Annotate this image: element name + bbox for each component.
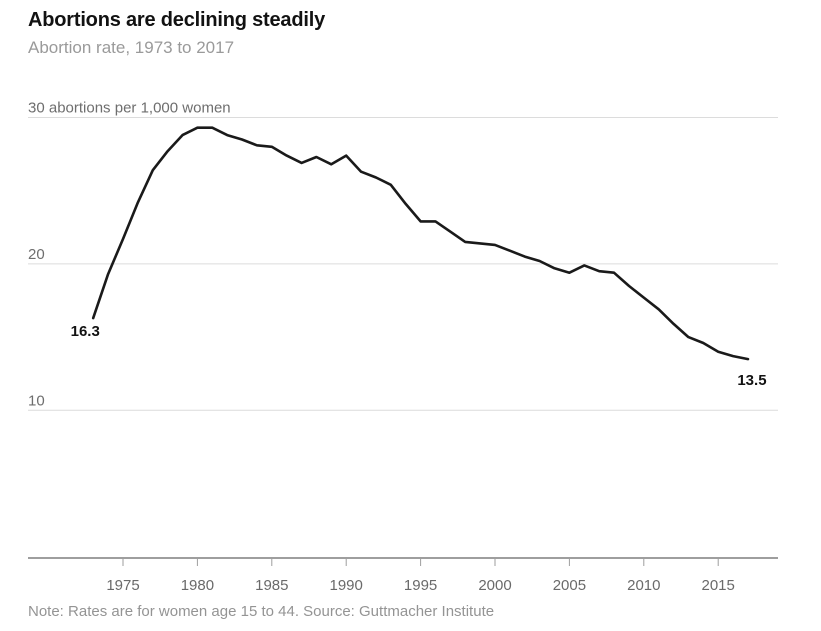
x-tick-label: 1980 (181, 577, 214, 594)
x-tick-label: 2005 (553, 577, 586, 594)
x-tick-label: 2010 (627, 577, 660, 594)
gridline-label: 30 abortions per 1,000 women (28, 100, 231, 117)
last-point-label: 13.5 (737, 372, 766, 389)
x-tick-label: 1990 (330, 577, 363, 594)
first-point-label: 16.3 (71, 323, 100, 340)
gridline-label: 20 (28, 246, 45, 263)
chart-title: Abortions are declining steadily (28, 9, 325, 31)
x-tick-label: 2015 (702, 577, 735, 594)
x-tick-label: 1985 (255, 577, 288, 594)
gridline-label: 10 (28, 392, 45, 409)
x-tick-label: 1975 (106, 577, 139, 594)
x-tick-label: 2000 (478, 577, 511, 594)
chart-subtitle: Abortion rate, 1973 to 2017 (28, 38, 235, 57)
data-line (91, 126, 750, 361)
x-tick-label: 1995 (404, 577, 437, 594)
source-note: Note: Rates are for women age 15 to 44. … (28, 603, 495, 620)
